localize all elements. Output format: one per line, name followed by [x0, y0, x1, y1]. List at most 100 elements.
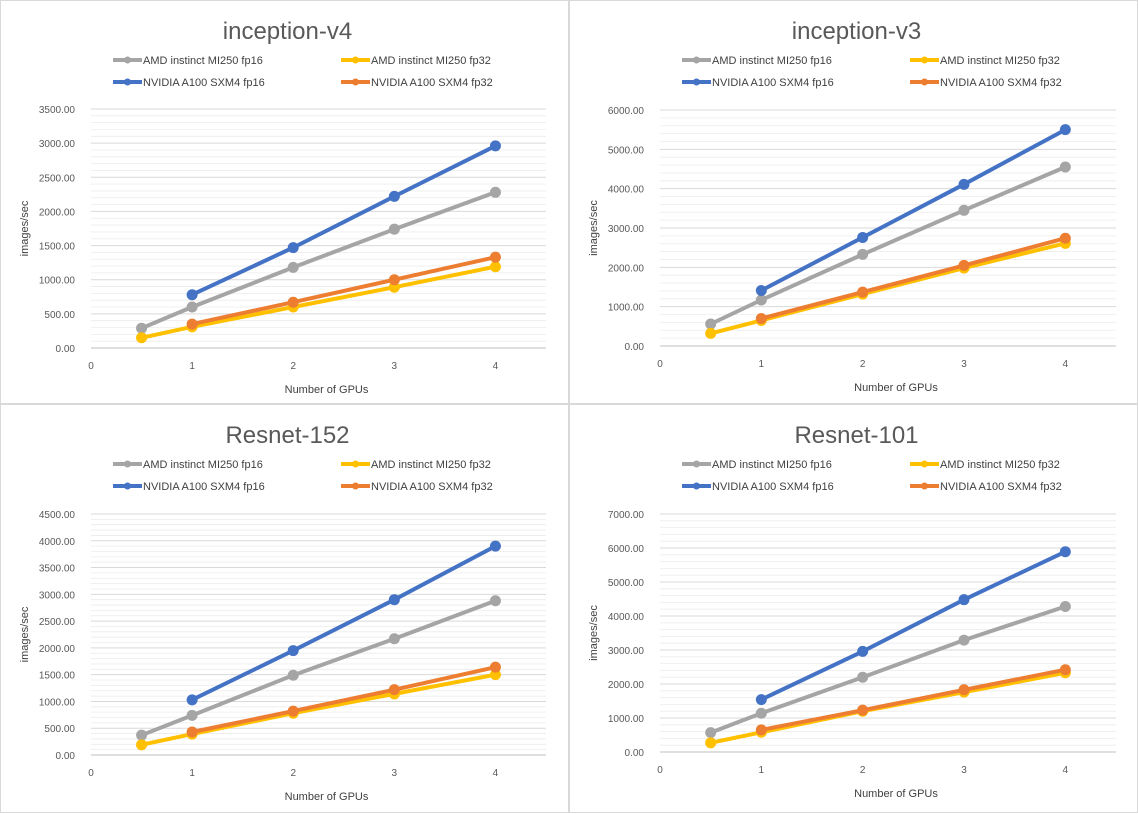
legend-marker	[124, 56, 131, 64]
series-line	[759, 549, 1068, 702]
data-point	[958, 594, 970, 606]
legend-marker	[124, 460, 131, 468]
x-tick-label: 4	[493, 768, 499, 779]
data-point	[705, 318, 717, 330]
series-nvidia-a100-sxm4-fp32	[186, 251, 501, 330]
y-axis-title: images/sec	[588, 605, 600, 661]
series-nvidia-a100-sxm4-fp16	[755, 546, 1071, 706]
y-tick-label: 1500.00	[39, 242, 76, 253]
y-tick-label: 2500.00	[39, 617, 76, 628]
x-tick-label: 4	[493, 361, 499, 372]
series-amd-instinct-mi250-fp16	[705, 161, 1071, 330]
series-amd-instinct-mi250-fp16	[136, 595, 501, 741]
data-point	[186, 709, 198, 721]
y-tick-label: 500.00	[44, 310, 75, 321]
legend-item-nvidia-a100-sxm4-fp16: NVIDIA A100 SXM4 fp16	[113, 77, 265, 89]
data-point	[287, 705, 299, 717]
legend-label: NVIDIA A100 SXM4 fp16	[143, 77, 265, 89]
y-tick-label: 2500.00	[39, 173, 76, 184]
legend-label: NVIDIA A100 SXM4 fp32	[371, 77, 493, 89]
legend-label: AMD instinct MI250 fp16	[143, 55, 263, 67]
chart-svg: Resnet-101 AMD instinct MI250 fp16 AMD ins…	[588, 422, 1116, 800]
y-tick-label: 4000.00	[39, 537, 76, 548]
legend-item-amd-instinct-mi250-fp32: AMD instinct MI250 fp32	[341, 459, 491, 471]
legend-marker	[693, 482, 700, 490]
data-point	[489, 140, 501, 152]
legend-item-nvidia-a100-sxm4-fp16: NVIDIA A100 SXM4 fp16	[682, 481, 834, 493]
legend-label: AMD instinct MI250 fp16	[712, 459, 832, 471]
legend-marker	[921, 460, 928, 468]
series-nvidia-a100-sxm4-fp16	[186, 540, 501, 706]
y-tick-label: 0.00	[56, 751, 76, 762]
data-point	[958, 259, 970, 271]
legend-item-nvidia-a100-sxm4-fp32: NVIDIA A100 SXM4 fp32	[341, 481, 493, 493]
legend-label: NVIDIA A100 SXM4 fp32	[371, 481, 493, 493]
data-point	[287, 261, 299, 273]
data-point	[287, 242, 299, 254]
data-point	[388, 684, 400, 696]
data-point	[186, 726, 198, 738]
y-tick-label: 3000.00	[608, 224, 645, 235]
y-tick-label: 4000.00	[608, 185, 645, 196]
series-nvidia-a100-sxm4-fp32	[755, 664, 1071, 736]
y-axis-title: images/sec	[588, 200, 600, 256]
data-point	[1059, 600, 1071, 612]
chart-inception-v4: inception-v4 AMD instinct MI250 fp16 AMD i…	[0, 0, 569, 404]
y-tick-label: 2000.00	[608, 263, 645, 274]
y-tick-label: 6000.00	[608, 544, 645, 555]
legend-item-amd-instinct-mi250-fp32: AMD instinct MI250 fp32	[910, 459, 1060, 471]
data-point	[1059, 546, 1071, 558]
y-tick-label: 4500.00	[39, 510, 76, 521]
x-tick-label: 3	[392, 361, 398, 372]
y-tick-label: 1500.00	[39, 671, 76, 682]
data-point	[958, 634, 970, 646]
legend-label: NVIDIA A100 SXM4 fp16	[712, 77, 834, 89]
data-point	[958, 204, 970, 216]
data-point	[136, 729, 148, 741]
x-tick-label: 1	[759, 765, 765, 776]
x-tick-label: 3	[961, 765, 967, 776]
chart-inception-v3: inception-v3 AMD instinct MI250 fp16 AMD i…	[569, 0, 1138, 404]
y-tick-label: 2000.00	[39, 207, 76, 218]
data-point	[1059, 232, 1071, 244]
series-amd-instinct-mi250-fp16	[136, 186, 501, 334]
data-point	[857, 704, 869, 716]
data-point	[857, 231, 869, 243]
y-axis-title: images/sec	[19, 200, 31, 256]
legend-label: AMD instinct MI250 fp32	[371, 55, 491, 67]
legend-item-nvidia-a100-sxm4-fp32: NVIDIA A100 SXM4 fp32	[910, 77, 1062, 89]
y-tick-label: 3500.00	[39, 105, 76, 116]
data-point	[857, 286, 869, 298]
data-point	[489, 595, 501, 607]
series-line	[190, 665, 498, 734]
chart-svg: Resnet-152 AMD instinct MI250 fp16 AMD ins…	[19, 422, 546, 803]
legend-label: NVIDIA A100 SXM4 fp32	[940, 77, 1062, 89]
x-tick-label: 0	[657, 359, 663, 370]
legend-item-nvidia-a100-sxm4-fp16: NVIDIA A100 SXM4 fp16	[113, 481, 265, 493]
y-tick-label: 0.00	[56, 344, 76, 355]
y-tick-label: 3000.00	[39, 590, 76, 601]
series-amd-instinct-mi250-fp32	[136, 669, 501, 751]
data-point	[287, 669, 299, 681]
x-axis-title: Number of GPUs	[854, 788, 938, 800]
legend-item-amd-instinct-mi250-fp16: AMD instinct MI250 fp16	[113, 55, 263, 67]
x-tick-label: 0	[88, 361, 94, 372]
y-tick-label: 4000.00	[608, 612, 645, 623]
legend-label: NVIDIA A100 SXM4 fp16	[712, 481, 834, 493]
data-point	[388, 274, 400, 286]
data-point	[1059, 161, 1071, 173]
data-point	[755, 707, 767, 719]
legend-label: AMD instinct MI250 fp16	[712, 55, 832, 67]
chart-title: inception-v4	[223, 18, 352, 45]
data-point	[755, 694, 767, 706]
x-tick-label: 2	[290, 361, 296, 372]
legend-marker	[921, 78, 928, 86]
y-tick-label: 1000.00	[39, 697, 76, 708]
data-point	[489, 661, 501, 673]
y-tick-label: 500.00	[44, 724, 75, 735]
x-tick-label: 0	[657, 765, 663, 776]
y-tick-label: 7000.00	[608, 510, 645, 521]
series-line	[190, 255, 498, 327]
legend-item-amd-instinct-mi250-fp16: AMD instinct MI250 fp16	[682, 459, 832, 471]
data-point	[1059, 124, 1071, 136]
